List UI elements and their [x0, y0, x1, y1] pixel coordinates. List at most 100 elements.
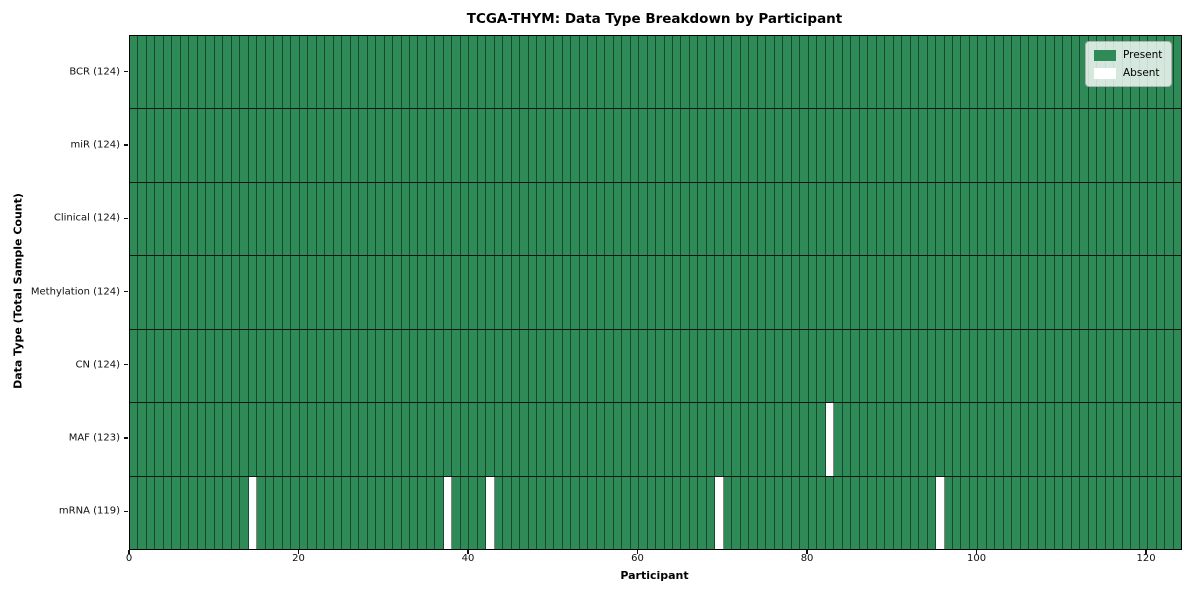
heatmap-cell-present [494, 182, 504, 256]
heatmap-cell-present [647, 476, 657, 549]
heatmap-cell-present [257, 329, 266, 403]
y-tick-label-miR: miR (124) [70, 139, 120, 151]
heatmap-cell-present [223, 109, 232, 182]
heatmap-cell-present [1063, 36, 1072, 109]
heatmap-cell-present [1122, 256, 1132, 329]
heatmap-cell-present [333, 256, 343, 329]
heatmap-cell-present [240, 36, 249, 109]
heatmap-cell-present [265, 403, 275, 476]
heatmap-cell-present [197, 36, 207, 109]
heatmap-cell-present [342, 109, 351, 182]
heatmap-cell-present [656, 36, 665, 109]
heatmap-cell-present [766, 476, 775, 549]
heatmap-cell-present [223, 182, 232, 256]
heatmap-cell-present [910, 329, 920, 403]
heatmap-cell-present [316, 109, 326, 182]
heatmap-cell-present [834, 256, 843, 329]
heatmap-cell-present [859, 476, 869, 549]
heatmap-cell-present [520, 403, 529, 476]
heatmap-cell-present [138, 36, 147, 109]
heatmap-cell-present [961, 256, 970, 329]
chart-title: TCGA-THYM: Data Type Breakdown by Partic… [466, 11, 843, 27]
heatmap-cell-present [469, 256, 478, 329]
heatmap-cell-present [282, 256, 292, 329]
heatmap-cell-present [452, 476, 461, 549]
heatmap-cell-present [698, 36, 707, 109]
heatmap-cell-present [376, 403, 385, 476]
plot-area [129, 35, 1182, 550]
x-tick-label-60: 60 [631, 553, 644, 564]
heatmap-cell-present [673, 256, 682, 329]
heatmap-cell-present [393, 476, 402, 549]
heatmap-cell-present [384, 256, 394, 329]
heatmap-cell-present [681, 476, 690, 549]
heatmap-cell-present [503, 476, 512, 549]
heatmap-cell-present [613, 256, 623, 329]
heatmap-cell-present [681, 36, 690, 109]
heatmap-cell-present [376, 182, 385, 256]
heatmap-cell-present [783, 403, 792, 476]
heatmap-cell-present [1122, 329, 1132, 403]
heatmap-cell-present [554, 476, 563, 549]
heatmap-cell-present [1114, 109, 1123, 182]
heatmap-cell-present [893, 403, 903, 476]
heatmap-cell-present [1063, 476, 1072, 549]
heatmap-cell-present [740, 476, 750, 549]
heatmap-cell-present [206, 256, 215, 329]
heatmap-cell-present [969, 182, 979, 256]
heatmap-cell-present [1105, 182, 1115, 256]
heatmap-cell-present [927, 403, 937, 476]
heatmap-cell-present [774, 403, 784, 476]
heatmap-cell-present [969, 329, 979, 403]
heatmap-cell-present [163, 109, 173, 182]
heatmap-cell-present [800, 329, 809, 403]
heatmap-cell-present [647, 36, 657, 109]
heatmap-cell-present [265, 476, 275, 549]
x-tick-mark-40 [467, 550, 469, 554]
heatmap-cell-present [486, 256, 495, 329]
heatmap-cell-present [885, 329, 894, 403]
heatmap-cell-present [1080, 329, 1089, 403]
heatmap-cell-present [995, 329, 1004, 403]
heatmap-cell-present [426, 109, 436, 182]
heatmap-cell-present [291, 182, 300, 256]
heatmap-cell-present [1173, 329, 1182, 403]
heatmap-cell-present [893, 109, 903, 182]
heatmap-cell-present [630, 329, 640, 403]
heatmap-cell-present [986, 403, 996, 476]
heatmap-cell-present [511, 182, 521, 256]
heatmap-cell-present [282, 329, 292, 403]
heatmap-cell-present [986, 329, 996, 403]
heatmap-cell-present [715, 109, 724, 182]
legend-item-present: Present [1094, 49, 1162, 61]
heatmap-cell-present [749, 329, 758, 403]
heatmap-cell-present [588, 403, 597, 476]
heatmap-cell-present [562, 182, 572, 256]
heatmap-cell-present [376, 329, 385, 403]
heatmap-cell-present [774, 36, 784, 109]
heatmap-cell-present [656, 182, 665, 256]
heatmap-cell-present [452, 36, 461, 109]
heatmap-cell-present [1148, 403, 1157, 476]
heatmap-cell-present [384, 476, 394, 549]
heatmap-cell-present [630, 256, 640, 329]
heatmap-cell-present [1105, 403, 1115, 476]
heatmap-cell-present [622, 182, 631, 256]
heatmap-cell-present [469, 403, 478, 476]
heatmap-cell-present [1156, 109, 1166, 182]
heatmap-cell-present [936, 109, 945, 182]
heatmap-cell-present [384, 109, 394, 182]
heatmap-cell-present [197, 476, 207, 549]
heatmap-cell-present [163, 182, 173, 256]
heatmap-cell-present [919, 329, 928, 403]
heatmap-cell-present [146, 182, 156, 256]
heatmap-cell-present [851, 329, 860, 403]
heatmap-cell-present [1071, 329, 1081, 403]
heatmap-cell-present [1071, 182, 1081, 256]
heatmap-cell-present [1131, 476, 1140, 549]
heatmap-cell-present [325, 109, 334, 182]
heatmap-cell-present [350, 109, 360, 182]
heatmap-cell-present [808, 182, 818, 256]
heatmap-cell-present [783, 182, 792, 256]
